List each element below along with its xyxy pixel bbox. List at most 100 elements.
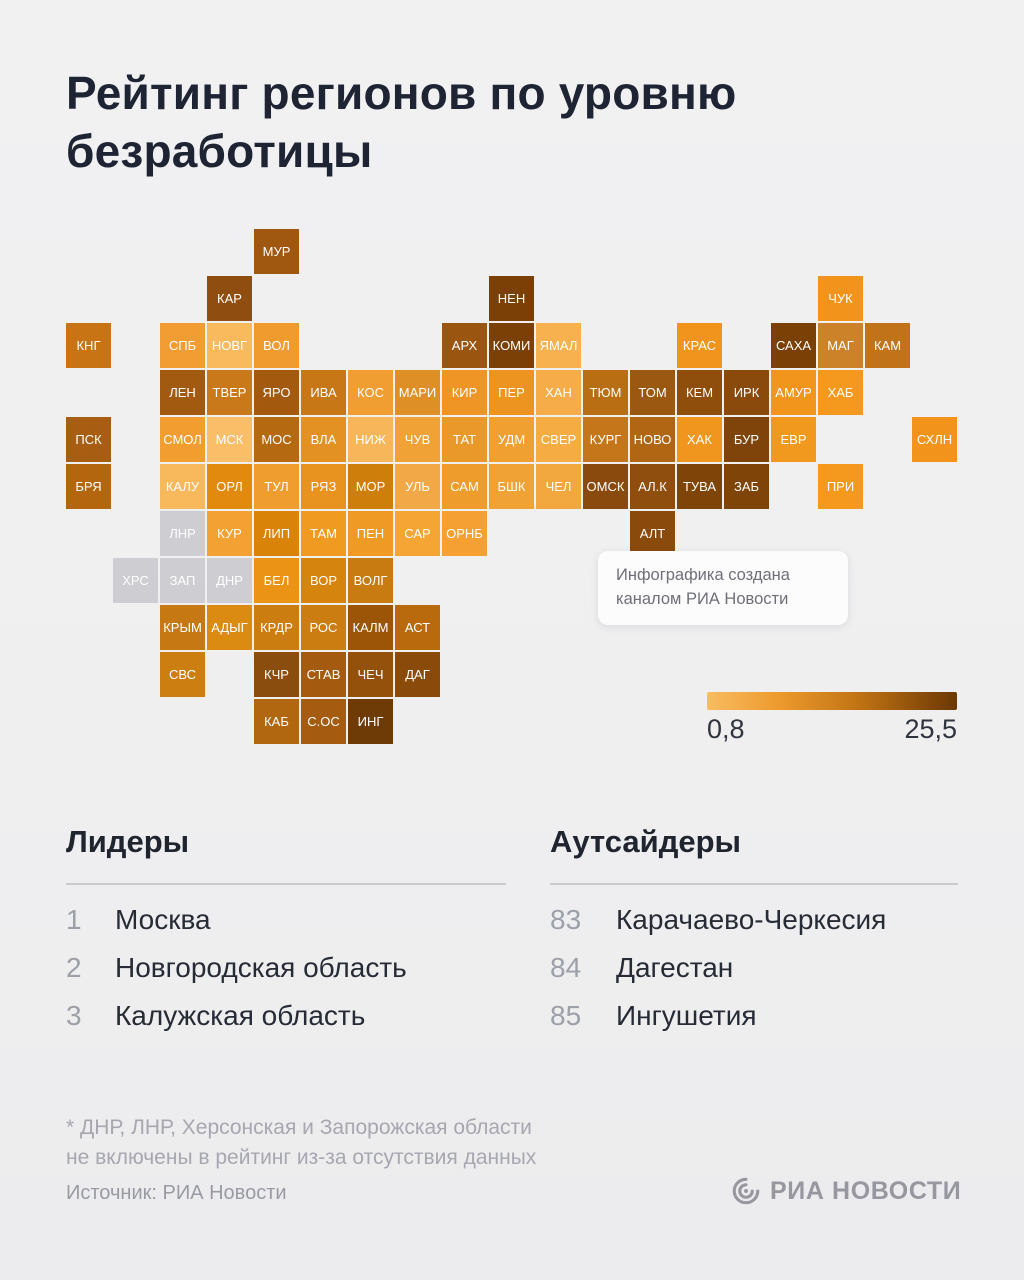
- color-scale-max-label: 25,5: [904, 714, 957, 744]
- region-tile-ЕВР: ЕВР: [771, 417, 816, 462]
- leaders-list: 1 Москва 2 Новгородская область 3 Калужская о…: [66, 902, 407, 1033]
- region-tile-МАРИ: МАРИ: [395, 370, 440, 415]
- rank-number: 3: [66, 1000, 82, 1031]
- region-tile-ОМСК: ОМСК: [583, 464, 628, 509]
- region-tile-АМУР: АМУР: [771, 370, 816, 415]
- region-tile-ИРК: ИРК: [724, 370, 769, 415]
- region-tile-ВОР: ВОР: [301, 558, 346, 603]
- source-text: Источник: РИА Новости: [66, 1182, 287, 1204]
- rank-number: 83: [550, 904, 582, 935]
- region-tile-МСК: МСК: [207, 417, 252, 462]
- region-tile-ПЕН: ПЕН: [348, 511, 393, 556]
- rank-row: 85 Ингушетия: [550, 998, 886, 1033]
- region-tile-СМОЛ: СМОЛ: [160, 417, 205, 462]
- region-tile-САМ: САМ: [442, 464, 487, 509]
- region-tile-ЯРО: ЯРО: [254, 370, 299, 415]
- region-tile-ВОЛ: ВОЛ: [254, 323, 299, 368]
- region-tile-КАЛУ: КАЛУ: [160, 464, 205, 509]
- region-tile-КЕМ: КЕМ: [677, 370, 722, 415]
- infographic-note-line-1: Инфографика создана: [616, 566, 790, 584]
- region-tile-КНГ: КНГ: [66, 323, 111, 368]
- region-tile-КРЫМ: КРЫМ: [160, 605, 205, 650]
- footnote: * ДНР, ЛНР, Херсонская и Запорожская обл…: [66, 1113, 536, 1173]
- region-tile-ТАТ: ТАТ: [442, 417, 487, 462]
- region-tile-НИЖ: НИЖ: [348, 417, 393, 462]
- region-tile-ДАГ: ДАГ: [395, 652, 440, 697]
- region-tile-ДНР: ДНР: [207, 558, 252, 603]
- region-tile-НОВГ: НОВГ: [207, 323, 252, 368]
- region-tile-СПБ: СПБ: [160, 323, 205, 368]
- region-tile-КАЛМ: КАЛМ: [348, 605, 393, 650]
- region-tile-СВЕР: СВЕР: [536, 417, 581, 462]
- region-tile-НОВО: НОВО: [630, 417, 675, 462]
- region-tile-ЧУК: ЧУК: [818, 276, 863, 321]
- region-tile-КИР: КИР: [442, 370, 487, 415]
- footnote-line-1: * ДНР, ЛНР, Херсонская и Запорожская обл…: [66, 1116, 532, 1139]
- region-tile-ТУВА: ТУВА: [677, 464, 722, 509]
- region-tile-ПРИ: ПРИ: [818, 464, 863, 509]
- region-name: Калужская область: [115, 1000, 366, 1031]
- region-name: Карачаево-Черкесия: [616, 904, 887, 935]
- rank-row: 2 Новгородская область: [66, 950, 407, 985]
- region-tile-КОМИ: КОМИ: [489, 323, 534, 368]
- rank-number: 84: [550, 952, 582, 983]
- region-tile-ТУЛ: ТУЛ: [254, 464, 299, 509]
- region-tile-КРДР: КРДР: [254, 605, 299, 650]
- region-tile-САР: САР: [395, 511, 440, 556]
- region-tile-ЯМАЛ: ЯМАЛ: [536, 323, 581, 368]
- region-tile-ТВЕР: ТВЕР: [207, 370, 252, 415]
- region-tile-ОРЛ: ОРЛ: [207, 464, 252, 509]
- region-tile-ЛНР: ЛНР: [160, 511, 205, 556]
- region-tile-УДМ: УДМ: [489, 417, 534, 462]
- region-tile-ПЕР: ПЕР: [489, 370, 534, 415]
- region-tile-МОР: МОР: [348, 464, 393, 509]
- region-tile-ЧУВ: ЧУВ: [395, 417, 440, 462]
- region-tile-САХА: САХА: [771, 323, 816, 368]
- region-tile-ТОМ: ТОМ: [630, 370, 675, 415]
- rank-number: 2: [66, 952, 82, 983]
- region-tile-АРХ: АРХ: [442, 323, 487, 368]
- ria-novosti-logo: РИА НОВОСТИ: [731, 1176, 961, 1206]
- region-tile-СХЛН: СХЛН: [912, 417, 957, 462]
- region-tile-ХАК: ХАК: [677, 417, 722, 462]
- rank-row: 1 Москва: [66, 902, 407, 937]
- region-tile-ЛЕН: ЛЕН: [160, 370, 205, 415]
- region-tile-ЛИП: ЛИП: [254, 511, 299, 556]
- region-tile-АСТ: АСТ: [395, 605, 440, 650]
- outsiders-list: 83 Карачаево-Черкесия 84 Дагестан 85 Ингушети…: [550, 902, 886, 1033]
- region-tile-БШК: БШК: [489, 464, 534, 509]
- logo-text: РИА НОВОСТИ: [770, 1176, 962, 1205]
- region-name: Дагестан: [616, 952, 734, 983]
- region-tile-ЗАП: ЗАП: [160, 558, 205, 603]
- rank-number: 85: [550, 1000, 582, 1031]
- rank-row: 84 Дагестан: [550, 950, 886, 985]
- region-name: Новгородская область: [115, 952, 407, 983]
- region-tile-КАР: КАР: [207, 276, 252, 321]
- region-tile-АЛ.К: АЛ.К: [630, 464, 675, 509]
- region-tile-КРАС: КРАС: [677, 323, 722, 368]
- footnote-line-2: не включены в рейтинг из-за отсутствия д…: [66, 1145, 537, 1169]
- region-tile-ХАБ: ХАБ: [818, 370, 863, 415]
- region-tile-МАГ: МАГ: [818, 323, 863, 368]
- region-tile-КАМ: КАМ: [865, 323, 910, 368]
- page-title: Рейтинг регионов по уровню безработицы: [66, 64, 736, 181]
- infographic-note-line-2: каналом РИА Новости: [616, 589, 789, 608]
- globe-icon: [731, 1176, 761, 1206]
- outsiders-divider: [550, 883, 958, 885]
- region-tile-ЧЕЧ: ЧЕЧ: [348, 652, 393, 697]
- region-tile-ЗАБ: ЗАБ: [724, 464, 769, 509]
- region-tile-СВС: СВС: [160, 652, 205, 697]
- region-tile-АЛТ: АЛТ: [630, 511, 675, 556]
- region-tile-ЧЕЛ: ЧЕЛ: [536, 464, 581, 509]
- region-tile-ИВА: ИВА: [301, 370, 346, 415]
- region-tile-ОРНБ: ОРНБ: [442, 511, 487, 556]
- rank-row: 3 Калужская область: [66, 998, 407, 1033]
- region-tile-ТАМ: ТАМ: [301, 511, 346, 556]
- outsiders-heading: Аутсайдеры: [550, 824, 742, 859]
- leaders-heading: Лидеры: [66, 824, 190, 859]
- region-tile-БРЯ: БРЯ: [66, 464, 111, 509]
- region-tile-КУР: КУР: [207, 511, 252, 556]
- page-title-line-1: Рейтинг регионов по уровню: [66, 67, 737, 119]
- region-tile-ХАН: ХАН: [536, 370, 581, 415]
- region-tile-СТАВ: СТАВ: [301, 652, 346, 697]
